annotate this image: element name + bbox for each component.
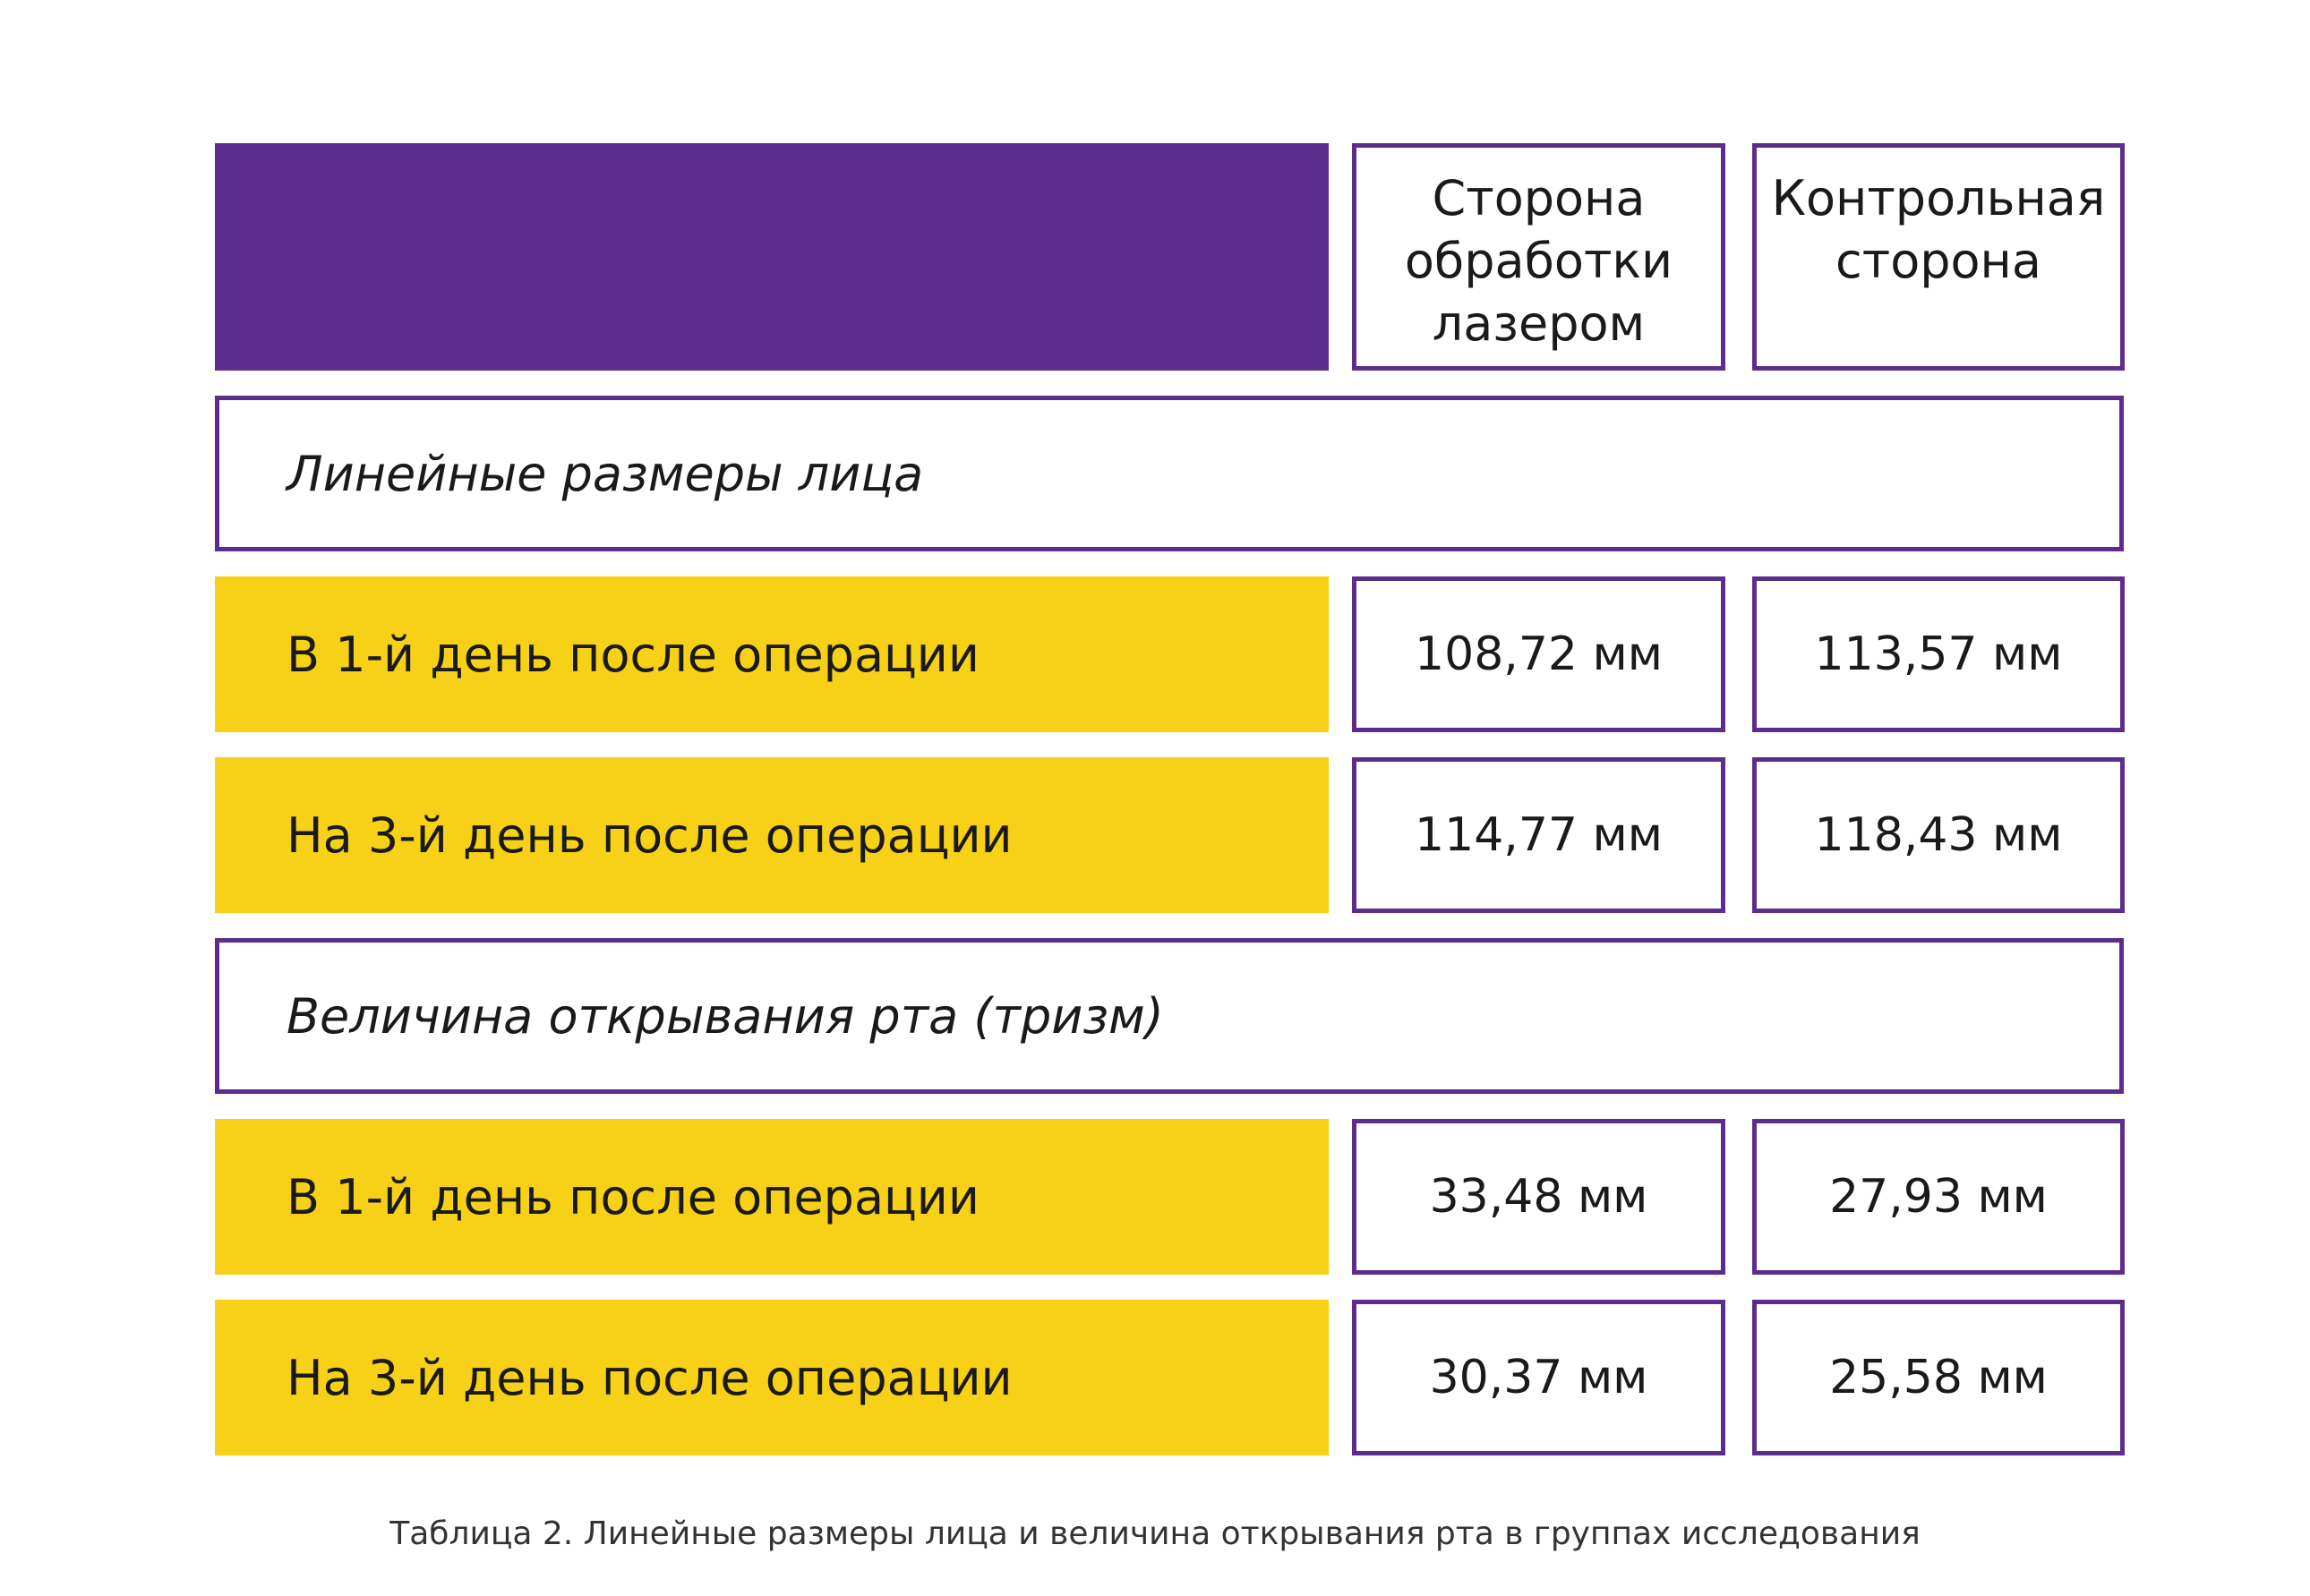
value-cell: 108,72 мм: [1352, 576, 1725, 732]
value-cell: 30,37 мм: [1352, 1300, 1725, 1455]
row-label: В 1-й день после операции: [215, 576, 1329, 732]
value-cell: 118,43 мм: [1752, 757, 2125, 913]
header-block: [215, 143, 1329, 371]
section-title: Линейные размеры лица: [215, 396, 2124, 551]
column-header: Сторона обработки лазером: [1352, 143, 1725, 371]
section-title: Величина открывания рта (тризм): [215, 938, 2124, 1094]
value-cell: 33,48 мм: [1352, 1119, 1725, 1275]
value-cell: 27,93 мм: [1752, 1119, 2125, 1275]
caption: Таблица 2. Линейные размеры лица и велич…: [389, 1515, 1921, 1552]
column-header: Контрольная сторона: [1752, 143, 2125, 371]
row-label: На 3-й день после операции: [215, 757, 1329, 913]
value-cell: 114,77 мм: [1352, 757, 1725, 913]
value-cell: 25,58 мм: [1752, 1300, 2125, 1455]
row-label: В 1-й день после операции: [215, 1119, 1329, 1275]
value-cell: 113,57 мм: [1752, 576, 2125, 732]
row-label: На 3-й день после операции: [215, 1300, 1329, 1455]
